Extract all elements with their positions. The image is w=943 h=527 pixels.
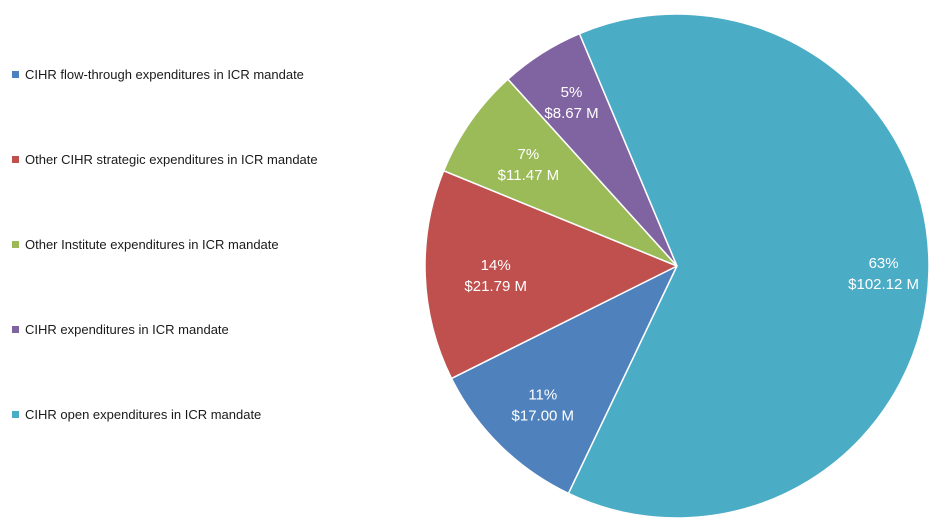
slice-value-label-other-institute: $11.47 M	[498, 167, 559, 184]
legend-label-other-institute: Other Institute expenditures in ICR mand…	[25, 237, 279, 252]
slice-percent-label-other-institute: 7%	[518, 146, 540, 163]
pie-slice-open-expenditures	[567, 13, 930, 519]
chart-legend: CIHR flow-through expenditures in ICR ma…	[0, 0, 400, 527]
legend-label-other-strategic: Other CIHR strategic expenditures in ICR…	[25, 152, 318, 167]
legend-label-open-expenditures: CIHR open expenditures in ICR mandate	[25, 407, 262, 422]
pie-slice-flow-through	[450, 264, 679, 495]
legend-swatch-cihr-expenditures	[12, 326, 19, 333]
legend-item-other-strategic: Other CIHR strategic expenditures in ICR…	[12, 152, 318, 167]
slice-percent-label-open-expenditures: 63%	[869, 255, 899, 272]
slice-value-label-other-strategic: $21.79 M	[464, 278, 527, 295]
legend-label-flow-through: CIHR flow-through expenditures in ICR ma…	[25, 67, 304, 82]
pie-slice-other-institute	[442, 78, 678, 267]
slice-percent-label-flow-through: 11%	[528, 387, 557, 404]
legend-label-cihr-expenditures: CIHR expenditures in ICR mandate	[25, 322, 229, 337]
legend-swatch-flow-through	[12, 71, 19, 78]
slice-value-label-cihr-expenditures: $8.67 M	[544, 105, 598, 122]
legend-item-other-institute: Other Institute expenditures in ICR mand…	[12, 237, 279, 252]
legend-swatch-other-institute	[12, 241, 19, 248]
pie-slice-other-strategic	[424, 169, 679, 380]
slice-value-label-flow-through: $17.00 M	[512, 408, 575, 425]
legend-swatch-open-expenditures	[12, 411, 19, 418]
legend-item-open-expenditures: CIHR open expenditures in ICR mandate	[12, 407, 261, 422]
legend-swatch-other-strategic	[12, 156, 19, 163]
slice-percent-label-other-strategic: 14%	[481, 257, 511, 274]
slice-percent-label-cihr-expenditures: 5%	[561, 84, 583, 101]
slice-value-label-open-expenditures: $102.12 M	[848, 276, 919, 293]
legend-item-flow-through: CIHR flow-through expenditures in ICR ma…	[12, 67, 304, 82]
legend-item-cihr-expenditures: CIHR expenditures in ICR mandate	[12, 322, 229, 337]
